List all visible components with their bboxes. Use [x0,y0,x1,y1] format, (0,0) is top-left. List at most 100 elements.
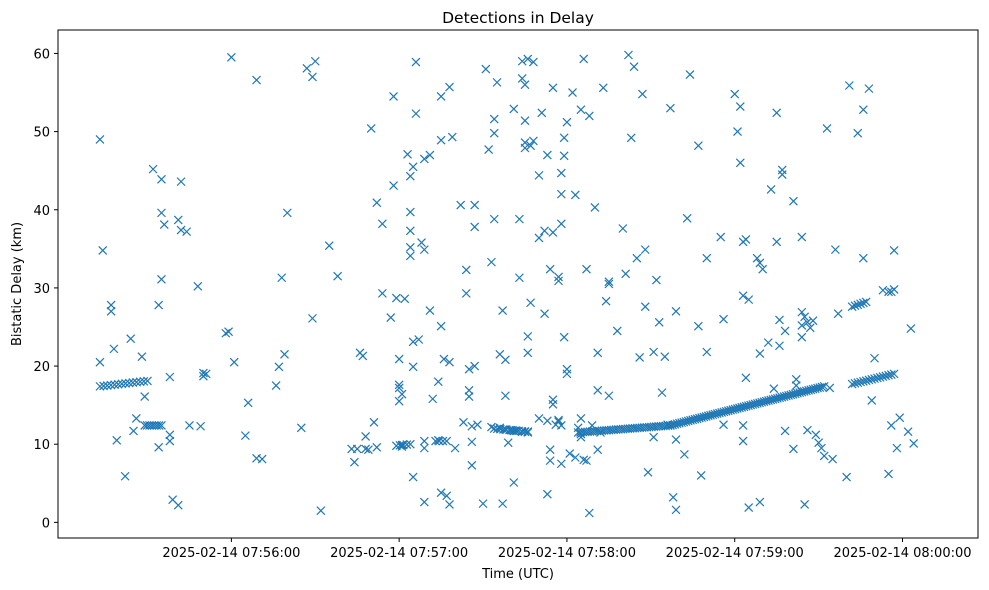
data-point [316,506,326,516]
data-point [425,150,435,160]
data-point [758,264,768,274]
data-point [523,427,533,437]
data-point [797,332,807,342]
data-point [693,321,703,331]
data-point [157,208,166,218]
data-point [447,132,457,142]
data-point [556,459,566,469]
data-point [498,499,508,509]
data-point [671,505,681,515]
data-point [584,508,594,518]
data-point [500,355,510,365]
data-point [173,215,183,225]
y-tick-label: 0 [42,516,50,531]
data-point [464,385,474,395]
data-point [808,316,818,326]
data-point [822,124,832,133]
data-point [769,384,779,394]
data-point [526,141,536,151]
data-point [534,170,544,180]
y-axis-ticks: 0 10 20 30 40 50 60 [33,47,58,531]
data-point [395,440,405,450]
data-point [906,324,916,333]
data-point [405,207,415,217]
data-point [789,196,798,206]
data-point [98,245,108,255]
data-point [548,83,558,93]
data-point [411,109,421,119]
data-points [95,50,919,518]
data-point [274,362,284,372]
data-point [755,349,765,358]
data-point [554,276,563,286]
data-point [657,388,667,398]
data-point [682,213,692,223]
y-tick-label: 10 [33,438,50,453]
data-point [780,326,790,336]
data-point [864,375,874,385]
data-point [870,374,879,384]
data-point [886,421,896,430]
data-point [649,432,659,442]
data-point [716,232,726,242]
data-point [777,165,787,175]
data-point [696,471,706,480]
x-axis-ticks: 2025-02-14 07:56:00 2025-02-14 07:57:00 20… [162,538,972,561]
data-point [780,426,790,436]
data-point [397,389,407,399]
data-point [99,381,109,391]
data-point [408,162,418,172]
data-point [671,435,681,444]
data-point [755,497,765,507]
data-point [112,435,122,445]
data-point [135,377,145,387]
data-point [635,353,645,362]
data-point [604,277,614,287]
data-point [559,133,569,143]
data-point [310,56,320,66]
data-point [626,133,636,143]
data-point [520,143,530,153]
data-point [470,222,480,232]
data-point [853,300,863,310]
data-point [671,306,681,316]
data-point [433,377,443,387]
data-point [693,141,703,151]
plot-frame [57,29,979,539]
data-point [542,150,552,160]
data-point [797,320,807,330]
y-tick-label: 60 [33,47,50,62]
data-point [394,396,404,406]
data-point [240,431,250,441]
data-point [106,306,116,316]
data-point [520,116,530,126]
data-point [487,422,496,432]
data-point [884,287,893,297]
data-point [584,111,594,121]
data-point [881,371,891,381]
data-point [509,104,519,114]
data-point [878,372,888,382]
data-point [470,200,480,210]
data-point [165,372,175,382]
data-point [540,309,549,319]
data-point [805,323,815,333]
data-point [735,102,745,112]
data-point [847,379,857,389]
data-point [526,298,536,308]
data-point [867,374,877,384]
x-tick-label: 2025-02-14 07:59:00 [666,546,804,561]
data-point [858,105,868,115]
data-point [523,331,533,341]
data-point [817,382,827,392]
data-point [377,288,387,298]
data-point [833,309,843,319]
data-point [545,445,555,455]
data-point [579,54,589,64]
data-point [394,380,404,390]
data-point [419,154,429,164]
data-point [601,296,611,306]
data-point [523,54,533,64]
data-point [442,491,452,501]
data-point [559,151,569,161]
